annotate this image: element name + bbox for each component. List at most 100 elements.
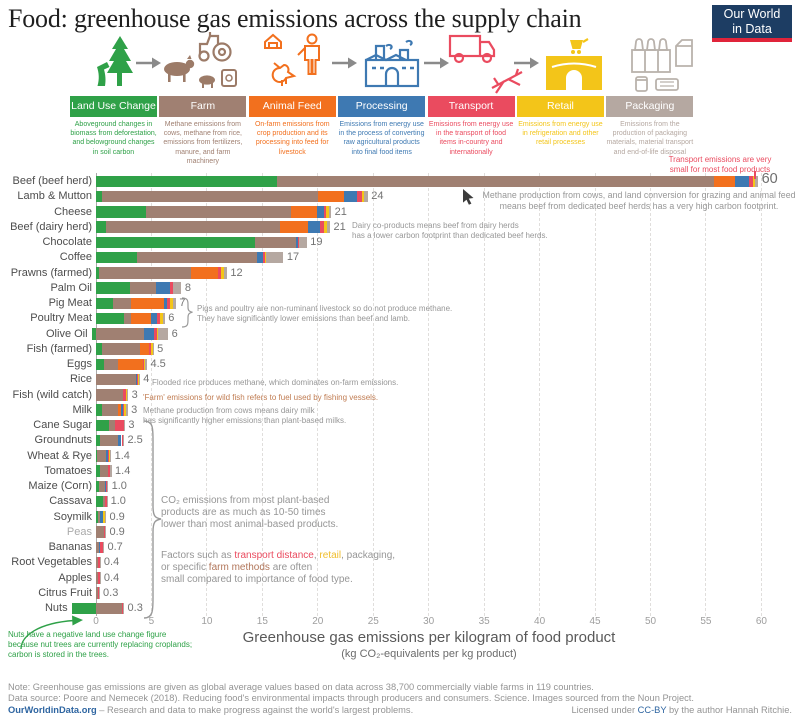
bar-segment-packaging: [103, 541, 104, 553]
x-tick-label: 0: [93, 616, 99, 627]
gridline: [261, 173, 263, 616]
bar-value-label: 8: [184, 281, 192, 294]
bar-value-label: 1.0: [110, 495, 126, 508]
legend-swatch-farm: Farm: [159, 96, 247, 117]
deforestation-tree-icon: [94, 34, 136, 90]
bar-segment-retail: [156, 328, 159, 340]
owid-link[interactable]: OurWorldinData.org: [8, 705, 97, 715]
row-label: Prawns (farmed): [10, 266, 92, 279]
bar-segment-farm: [112, 297, 132, 309]
bar-segment-processing: [734, 175, 750, 187]
bar-segment-animal-feed: [191, 267, 218, 279]
bar-segment-farm: [101, 343, 141, 355]
license-cc-by-link[interactable]: CC-BY: [637, 705, 667, 715]
row-label: Poultry Meat: [30, 312, 92, 325]
bar-segment-retail: [103, 511, 105, 523]
bar-segment-farm: [101, 190, 318, 203]
bar-value-label: 1.4: [115, 464, 131, 477]
bar-segment-transport: [123, 389, 126, 401]
bar-segment-transport: [121, 434, 123, 447]
legend-description-packaging: Emissions from the production of packagi…: [606, 121, 694, 156]
bar-segment-farm: [100, 465, 109, 477]
nuts-annotation: Nuts have a negative land use change fig…: [8, 630, 193, 659]
bar-segment-farm: [137, 251, 257, 264]
plant-foods-brace: [142, 420, 163, 619]
bar-segment-processing: [295, 236, 298, 248]
row-label: Maize (Corn): [28, 480, 92, 492]
x-tick-label: 15: [256, 616, 268, 627]
bar-segment-processing: [122, 389, 124, 401]
bar-segment-farm: [96, 526, 104, 538]
bar-segment-animal-feed: [131, 312, 152, 325]
row-label: Wheat & Rye: [27, 449, 92, 462]
bar-segment-farm: [96, 602, 122, 614]
row-label: Groundnuts: [34, 434, 92, 447]
bar-segment-farm: [96, 556, 99, 569]
bar-segment-processing: [163, 297, 167, 309]
x-tick-label: 40: [534, 616, 546, 627]
bar-segment-farm: [96, 373, 136, 386]
bar-segment-packaging: [144, 358, 147, 370]
row-label: Cheese: [54, 205, 92, 218]
bar-segment-transport: [122, 602, 124, 614]
bar-value-label: 3: [131, 403, 138, 416]
bar-segment-animal-feed: [317, 190, 345, 203]
row-label: Bananas: [48, 541, 92, 553]
license-note: Licensed under CC-BY by the author Hanna…: [571, 705, 792, 715]
bar-segment-transport: [98, 556, 100, 569]
bar-segment-transport: [103, 526, 105, 538]
bar-segment-transport: [217, 267, 222, 279]
bar-segment-animal-feed: [280, 221, 308, 233]
bar-segment-processing: [99, 541, 100, 553]
x-tick-label: 25: [367, 616, 379, 627]
transport-annotation: Transport emissions are very small for m…: [668, 155, 772, 174]
gridline: [317, 173, 319, 616]
bar-segment-packaging: [109, 450, 112, 462]
bar-segment-packaging: [107, 480, 109, 492]
x-axis-title: Greenhouse gas emissions per kilogram of…: [242, 629, 616, 646]
x-tick-label: 60: [755, 616, 767, 627]
bar-segment-packaging: [298, 236, 307, 248]
bar-value-label: 24: [371, 190, 384, 203]
bar-segment-farm: [97, 450, 106, 462]
bar-value-label: 1.4: [114, 449, 130, 462]
license-post: by the author Hannah Ritchie.: [666, 705, 792, 715]
bar-segment-land-use-change: [96, 495, 103, 508]
bar-segment-processing: [135, 373, 138, 386]
bar-segment-farm: [130, 282, 156, 294]
tractor-livestock-icon: [160, 32, 240, 90]
row-label: Beef (dairy herd): [10, 220, 92, 233]
gridline: [372, 173, 374, 616]
bar-value-label: 60: [761, 171, 778, 187]
x-tick-label: 50: [644, 616, 657, 627]
bar-segment-processing: [121, 602, 123, 614]
gridline: [650, 173, 651, 616]
x-tick-label: 45: [589, 616, 601, 627]
data-source-note: Data source: Poore and Nemecek (2018). R…: [8, 693, 694, 703]
bar-segment-land-use-change: [96, 465, 101, 477]
bar-value-label: 21: [334, 205, 347, 218]
gridline: [539, 173, 541, 616]
bar-segment-transport: [263, 251, 265, 264]
pig-poultry-brace: [181, 297, 194, 328]
legend-swatch-packaging: Packaging: [606, 96, 694, 117]
bar-segment-transport: [156, 312, 161, 325]
bar-segment-packaging: [223, 267, 227, 279]
bar-value-label: 1.0: [111, 480, 127, 492]
bar-segment-farm: [98, 511, 101, 523]
x-tick-label: 20: [312, 616, 324, 627]
bar-segment-packaging: [122, 434, 124, 447]
bar-segment-transport: [108, 450, 110, 462]
x-tick-label: 30: [423, 616, 435, 627]
row-label: Root Vegetables: [11, 556, 92, 569]
legend-description-retail: Emissions from energy use in refrigerati…: [518, 121, 603, 147]
bar-segment-packaging: [364, 190, 368, 203]
bar-segment-farm: [101, 404, 119, 416]
owid-logo[interactable]: Our World in Data: [712, 5, 792, 42]
bar-segment-transport: [98, 587, 100, 599]
bar-segment-transport: [170, 282, 173, 294]
bar-segment-retail: [362, 190, 365, 203]
bar-segment-animal-feed: [140, 343, 150, 355]
factors-text-part: Factors such as: [161, 550, 235, 561]
